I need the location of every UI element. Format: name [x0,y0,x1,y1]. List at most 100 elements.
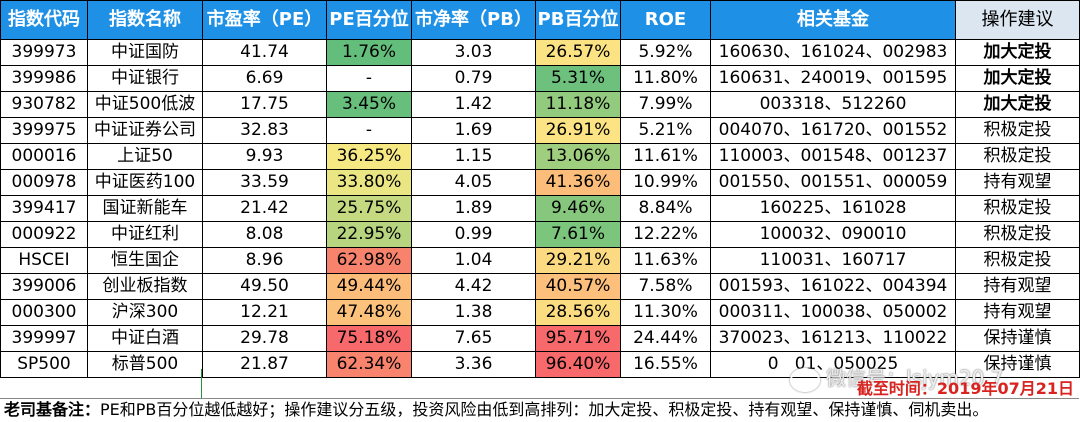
cell-code: 000922 [0,221,88,248]
cell-name: 中证医药100 [87,169,203,196]
cell-code: 399986 [0,65,88,92]
cell-code: 399006 [0,273,88,300]
cell-action: 加大定投 [955,65,1080,92]
cell-funds: 000311、100038、050002 [710,299,956,326]
cell-code: 000300 [0,299,88,326]
divider-vertical [201,369,202,399]
table-row: 399973 中证国防 41.74 1.76% 3.03 26.57% 5.92% 16063… [0,39,1080,66]
cell-roe: 11.63% [620,247,711,274]
cell-name: 上证50 [87,143,203,170]
cell-funds: 160630、161024、002983 [710,39,956,66]
cell-action: 加大定投 [955,39,1080,66]
cell-funds: 003318、512260 [710,91,956,118]
cell-pb-percentile: 5.31% [535,65,621,92]
cell-pe-percentile: 36.25% [326,143,412,170]
cell-pe: 32.83 [202,117,327,144]
table-row: SP500 标普500 21.87 62.34% 3.36 96.40% 16.55% 0 0… [0,351,1080,378]
cell-code: SP500 [0,351,88,378]
table-row: 399417 国证新能车 21.42 25.75% 1.89 9.46% 8.84% 1602… [0,195,1080,222]
index-valuation-table: 指数代码 指数名称 市盈率（PE） PE百分位 市净率（PB） PB百分位 RO… [0,0,1080,378]
cell-pb: 0.79 [411,65,536,92]
cell-action: 持有观望 [955,273,1080,300]
cell-roe: 16.55% [620,351,711,378]
cell-name: 中证白酒 [87,325,203,352]
cell-action: 积极定投 [955,195,1080,222]
table-row: 000016 上证50 9.93 36.25% 1.15 13.06% 11.61% 1100… [0,143,1080,170]
table-row: 399006 创业板指数 49.50 49.44% 4.42 40.57% 7.58% 001… [0,273,1080,300]
table-row: 399986 中证银行 6.69-0.79 5.31% 11.80% 160631、240… [0,65,1080,92]
cell-name: 恒生国企 [87,247,203,274]
cell-action: 积极定投 [955,247,1080,274]
cell-pb: 1.89 [411,195,536,222]
cell-pe: 8.96 [202,247,327,274]
cell-pb: 4.05 [411,169,536,196]
cell-pb-percentile: 11.18% [535,91,621,118]
cell-pb-percentile: 13.06% [535,143,621,170]
date-stamp: 截至时间：2019年07月21日 [856,379,1074,398]
cell-pe: 41.74 [202,39,327,66]
cell-name: 沪深300 [87,299,203,326]
cell-pe: 49.50 [202,273,327,300]
cell-pb: 1.04 [411,247,536,274]
cell-funds: 001550、001551、000059 [710,169,956,196]
cell-pe-percentile: 47.48% [326,299,412,326]
cell-action: 保持谨慎 [955,351,1080,378]
cell-pb: 1.38 [411,299,536,326]
cell-pb: 7.65 [411,325,536,352]
table-row: 399997 中证白酒 29.78 75.18% 7.65 95.71% 24.44% 370… [0,325,1080,352]
table-row: HSCEI 恒生国企 8.96 62.98% 1.04 29.21% 11.63% 11003… [0,247,1080,274]
cell-action: 加大定投 [955,91,1080,118]
cell-pb-percentile: 7.61% [535,221,621,248]
cell-pe-percentile: 62.98% [326,247,412,274]
cell-pb-percentile: 26.91% [535,117,621,144]
cell-code: 399417 [0,195,88,222]
header-name: 指数名称 [87,0,203,40]
header-action: 操作建议 [955,0,1080,40]
footnote-text: PE和PB百分位越低越好；操作建议分五级，投资风险由低到高排列：加大定投、积极定… [100,400,989,419]
watermark: 微信号：lsjym20 7 [790,362,1003,392]
cell-pe-percentile: 75.18% [326,325,412,352]
cell-name: 中证红利 [87,221,203,248]
cell-pe-percentile: - [326,65,412,92]
cell-funds: 110031、160717 [710,247,956,274]
header-funds: 相关基金 [710,0,956,40]
table-body: 399973 中证国防 41.74 1.76% 3.03 26.57% 5.92% 16063… [0,39,1080,378]
cell-pb-percentile: 29.21% [535,247,621,274]
cell-funds: 160631、240019、001595 [710,65,956,92]
cell-roe: 5.92% [620,39,711,66]
cell-pb-percentile: 41.36% [535,169,621,196]
cell-funds: 001593、161022、004394 [710,273,956,300]
cell-pe-percentile: 25.75% [326,195,412,222]
cell-action: 保持谨慎 [955,325,1080,352]
cell-roe: 12.22% [620,221,711,248]
cell-roe: 24.44% [620,325,711,352]
footnote-label: 老司基备注： [4,400,101,419]
watermark-text: 微信号：lsjym20 7 [826,366,1004,390]
header-pe: 市盈率（PE） [202,0,327,40]
cell-code: HSCEI [0,247,88,274]
cell-action: 积极定投 [955,221,1080,248]
cell-code: 399997 [0,325,88,352]
cell-funds: 160225、161028 [710,195,956,222]
cell-pb: 1.42 [411,91,536,118]
cell-roe: 7.58% [620,273,711,300]
divider-horizontal [0,398,1079,399]
cell-pe-percentile: 49.44% [326,273,412,300]
cell-code: 000016 [0,143,88,170]
cell-name: 中证银行 [87,65,203,92]
cell-pe: 33.59 [202,169,327,196]
cell-pe: 6.69 [202,65,327,92]
cell-pe: 9.93 [202,143,327,170]
cell-pe: 17.75 [202,91,327,118]
cell-code: 399973 [0,39,88,66]
cell-pb-percentile: 95.71% [535,325,621,352]
cell-pb-percentile: 9.46% [535,195,621,222]
header-pb: 市净率（PB） [411,0,536,40]
cell-pb: 3.03 [411,39,536,66]
cell-roe: 11.61% [620,143,711,170]
table-row: 000922 中证红利 8.08 22.95% 0.99 7.61% 12.22% 10003… [0,221,1080,248]
cell-code: 000978 [0,169,88,196]
header-code: 指数代码 [0,0,88,40]
cell-pe-percentile: - [326,117,412,144]
